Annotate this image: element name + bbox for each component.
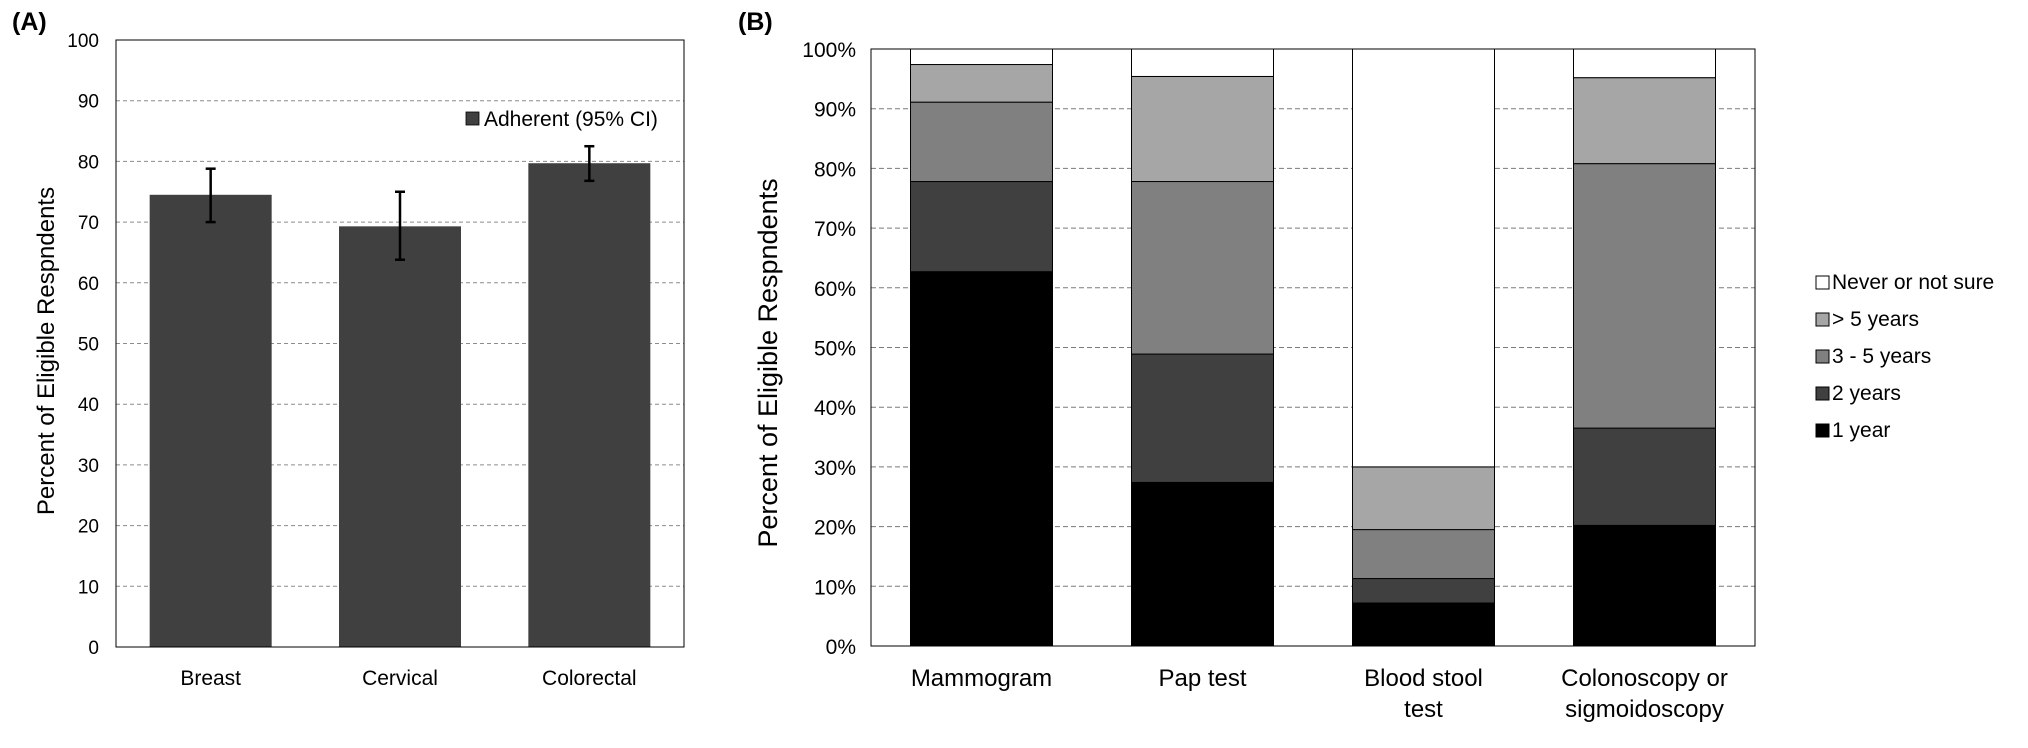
panel-b-bar-segment <box>1573 77 1716 165</box>
panel-b-x-tick-label: Mammogram <box>911 665 1052 692</box>
panel-b-bar-segment <box>910 64 1053 103</box>
panel-b-bar-segment <box>910 181 1053 273</box>
panel-a-y-tick-label: 10 <box>78 577 99 598</box>
panel-a-y-tick-labels: 0 10 20 30 40 50 60 70 80 90 100 <box>67 31 99 659</box>
panel-b-legend-swatch <box>1815 275 1830 290</box>
panel-a-y-tick-label: 40 <box>78 395 99 416</box>
panel-b-bar-segment <box>1131 75 1274 183</box>
panel-b-bar-segment <box>1352 602 1495 647</box>
panel-b-y-tick-label: 80% <box>814 158 856 181</box>
panel-b-bar-segment <box>1573 48 1716 79</box>
panel-b-y-tick-label: 90% <box>814 99 856 122</box>
panel-b-bar-segment <box>1131 353 1274 483</box>
panel-a-y-tick-label: 60 <box>78 274 99 295</box>
panel-b-legend-swatch <box>1815 386 1830 401</box>
panel-b-y-tick-label: 30% <box>814 457 856 480</box>
panel-b-bar-segment <box>1131 48 1274 77</box>
panel-a-x-tick-label: Cervical <box>362 667 438 690</box>
panel-b-bar-segment <box>1131 481 1274 647</box>
panel-b-y-axis-title: Percent of Eligible Respndents <box>753 178 783 547</box>
panel-b-legend-swatch <box>1815 349 1830 364</box>
panel-b-bar-segment <box>1131 181 1274 355</box>
panel-a-y-tick-label: 20 <box>78 517 99 538</box>
panel-a-y-tick-label: 70 <box>78 213 99 234</box>
panel-b-stacked-bars <box>910 48 1716 647</box>
panel-a-y-tick-label: 30 <box>78 456 99 477</box>
panel-b-y-tick-label: 60% <box>814 278 856 301</box>
panel-b-bar-segment <box>1352 529 1495 580</box>
panel-b-bar-segment <box>910 271 1053 647</box>
panel-b-legend-swatch <box>1815 312 1830 327</box>
panel-b-bar-segment <box>910 101 1053 183</box>
panel-a-y-tick-label: 50 <box>78 335 99 356</box>
panel-a-plot-frame <box>115 39 685 648</box>
panel-b-bar-segment <box>1573 163 1716 429</box>
panel-b-y-tick-labels: 0% 10% 20% 30% 40% 50% 60% 70% 80% 90% 100% <box>802 39 856 659</box>
panel-b-x-tick-label: Pap test <box>1158 665 1246 692</box>
panel-a-legend-label: Adherent (95% CI) <box>484 108 658 131</box>
panel-a-bar <box>339 226 461 647</box>
panel-b-y-tick-label: 10% <box>814 576 856 599</box>
panel-a-error-bars <box>205 144 595 261</box>
panel-b-legend-swatch <box>1815 423 1830 438</box>
panel-a-legend: Adherent (95% CI) <box>465 108 658 131</box>
panel-a-label: (A) <box>12 8 47 36</box>
panel-b-x-tick-label: sigmoidoscopy <box>1565 696 1724 723</box>
panel-a-bar <box>149 194 272 647</box>
panel-b-bar-segment <box>1352 466 1495 531</box>
panel-b-plot-frame <box>870 48 1756 647</box>
panel-b-y-tick-label: 20% <box>814 517 856 540</box>
panel-b-y-tick-label: 0% <box>826 636 856 659</box>
panel-b-bar-segment <box>910 48 1053 66</box>
panel-b-legend-label: 3 - 5 years <box>1832 345 1931 368</box>
panel-b-y-tick-label: 70% <box>814 218 856 241</box>
panel-b-x-tick-labels: Mammogram Pap test Blood stool test Colonosc… <box>911 665 1728 723</box>
panel-b-bar-segment <box>1352 578 1495 604</box>
panel-a-y-axis-title: Percent of Eligible Respndents <box>33 187 60 515</box>
panel-b-label: (B) <box>738 8 773 36</box>
panel-a-x-tick-labels: Breast Cervical Colorectal <box>180 667 636 690</box>
panel-b-legend: Never or not sure > 5 years 3 - 5 years 2 y… <box>1815 271 1994 442</box>
panel-b-y-tick-label: 50% <box>814 338 856 361</box>
panel-b-legend-label: 2 years <box>1832 382 1901 405</box>
panel-b-chart: (B) Percent of Eligible Respndents 0% 10%… <box>738 8 1994 723</box>
panel-a-y-tick-label: 100 <box>67 31 99 52</box>
panel-a-bar <box>528 163 651 647</box>
panel-b-legend-label: > 5 years <box>1832 308 1919 331</box>
panel-a-x-tick-label: Breast <box>180 667 241 690</box>
panel-a-bars <box>149 163 651 647</box>
panel-b-y-tick-label: 100% <box>802 39 856 62</box>
panel-a-y-tick-label: 90 <box>78 92 99 113</box>
panel-a-y-tick-label: 0 <box>88 638 99 659</box>
panel-b-bar-segment <box>1573 427 1716 526</box>
panel-a-y-tick-label: 80 <box>78 152 99 173</box>
panel-b-legend-label: 1 year <box>1832 419 1890 442</box>
panel-b-x-tick-label: Blood stool <box>1364 665 1483 692</box>
panel-b-x-tick-label: test <box>1404 696 1443 723</box>
panel-a-x-tick-label: Colorectal <box>542 667 637 690</box>
panel-a-chart: (A) Percent of Eligible Respndents 0 10 20… <box>12 8 685 690</box>
panel-b-x-tick-label: Colonoscopy or <box>1561 665 1728 692</box>
panel-b-y-tick-label: 40% <box>814 397 856 420</box>
panel-b-bar-segment <box>1352 48 1495 468</box>
panel-b-bar-segment <box>1573 524 1716 647</box>
panel-a-legend-swatch <box>465 111 480 126</box>
panel-b-legend-label: Never or not sure <box>1832 271 1994 294</box>
